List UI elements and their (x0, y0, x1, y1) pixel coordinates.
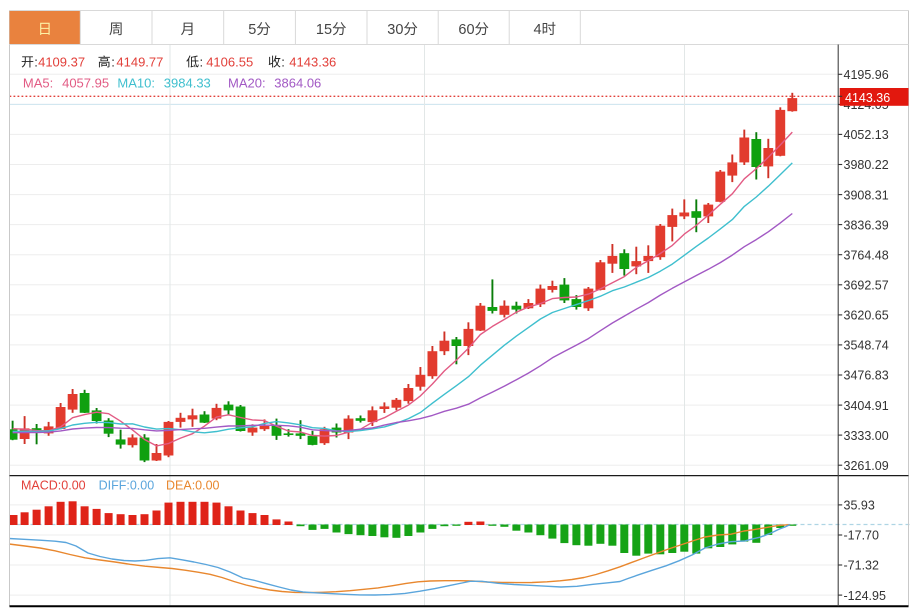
svg-text:MA10:: MA10: (117, 75, 155, 90)
svg-text:3984.33: 3984.33 (164, 75, 211, 90)
svg-text:4109.37: 4109.37 (38, 54, 85, 69)
svg-text:-71.32: -71.32 (844, 559, 879, 573)
svg-text:15: 15 (316, 22, 332, 38)
svg-text:3692.57: 3692.57 (844, 279, 889, 293)
svg-text:3980.22: 3980.22 (844, 158, 889, 172)
svg-text:4143.36: 4143.36 (845, 91, 890, 105)
svg-text:3836.39: 3836.39 (844, 218, 889, 232)
svg-text:DIFF:0.00: DIFF:0.00 (99, 478, 155, 492)
svg-text::: : (34, 54, 38, 69)
svg-text:3764.48: 3764.48 (844, 248, 889, 262)
svg-text:4195.96: 4195.96 (844, 68, 889, 82)
svg-text:-124.95: -124.95 (844, 589, 886, 603)
svg-text:35.93: 35.93 (844, 499, 875, 513)
svg-text:3333.00: 3333.00 (844, 429, 889, 443)
svg-text:DEA:0.00: DEA:0.00 (166, 478, 220, 492)
svg-text:4143.36: 4143.36 (289, 54, 336, 69)
svg-text:MA20:: MA20: (228, 75, 266, 90)
svg-text:4: 4 (534, 22, 542, 38)
svg-text:-17.70: -17.70 (844, 529, 879, 543)
svg-text:3620.65: 3620.65 (844, 309, 889, 323)
svg-text:4149.77: 4149.77 (116, 54, 163, 69)
svg-text::: : (111, 54, 115, 69)
svg-text:3404.91: 3404.91 (844, 399, 889, 413)
svg-text:3864.06: 3864.06 (274, 75, 321, 90)
svg-text:4106.55: 4106.55 (206, 54, 253, 69)
svg-text:3548.74: 3548.74 (844, 339, 889, 353)
svg-text:3261.09: 3261.09 (844, 459, 889, 473)
svg-text::: : (200, 54, 204, 69)
svg-text:3476.83: 3476.83 (844, 369, 889, 383)
svg-text:3908.31: 3908.31 (844, 188, 889, 202)
svg-text:4057.95: 4057.95 (62, 75, 109, 90)
svg-text::: : (281, 54, 285, 69)
svg-text:MA5:: MA5: (23, 75, 53, 90)
svg-text:30: 30 (387, 22, 403, 38)
svg-text:60: 60 (458, 22, 474, 38)
svg-text:4052.13: 4052.13 (844, 128, 889, 142)
svg-text:5: 5 (248, 22, 256, 38)
svg-text:MACD:0.00: MACD:0.00 (21, 478, 86, 492)
